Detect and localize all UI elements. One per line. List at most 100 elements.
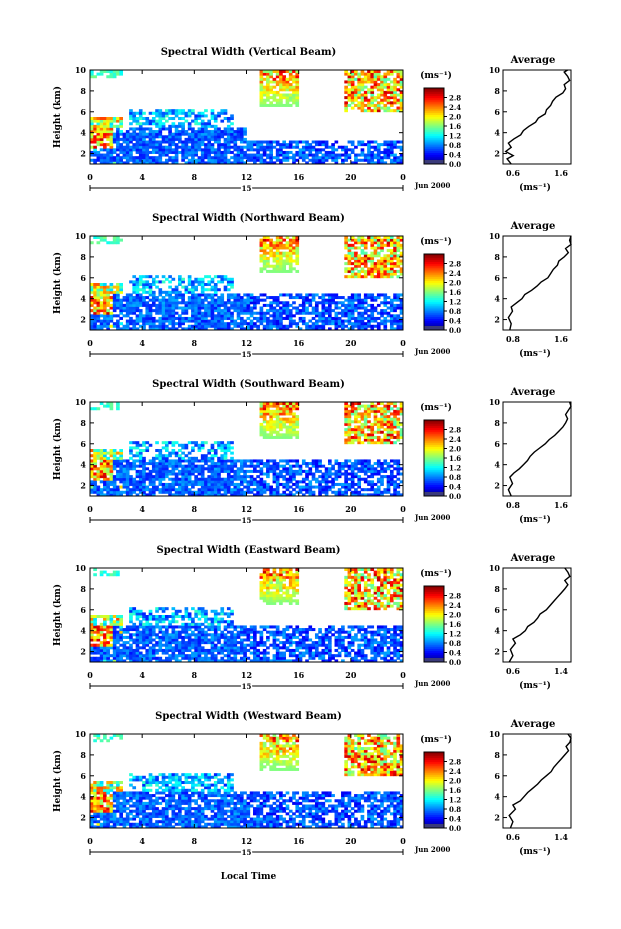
heatmap-cell <box>194 301 198 305</box>
heatmap-cell <box>178 150 182 154</box>
heatmap-cell <box>298 311 303 315</box>
heatmap-cell <box>116 327 120 331</box>
heatmap-cell <box>151 117 156 121</box>
heatmap-cell <box>161 114 166 118</box>
heatmap-cell <box>324 488 329 492</box>
heatmap-cell <box>122 135 127 139</box>
heatmap-cell <box>132 441 137 445</box>
heatmap-cell <box>158 477 163 481</box>
heatmap-cell <box>259 254 264 258</box>
heatmap-cell <box>96 143 101 147</box>
heatmap-cell <box>383 85 388 89</box>
heatmap-cell <box>324 156 329 160</box>
heatmap-cell <box>305 469 309 473</box>
heatmap-cell <box>184 130 189 134</box>
heatmap-cell <box>103 633 107 637</box>
heatmap-cell <box>363 238 368 242</box>
heatmap-cell <box>341 301 345 305</box>
heatmap-cell <box>220 301 225 305</box>
heatmap-cell <box>360 72 365 76</box>
heatmap-cell <box>259 80 264 84</box>
heatmap-cell <box>360 259 365 263</box>
heatmap-cell <box>164 114 169 118</box>
heatmap-cell <box>393 402 397 406</box>
heatmap-cell <box>314 143 319 147</box>
heatmap-cell <box>90 659 94 663</box>
heatmap-cell <box>103 404 107 408</box>
heatmap-cell <box>106 132 110 136</box>
heatmap-cell <box>93 477 97 481</box>
heatmap-cell <box>200 130 205 134</box>
heatmap-cell <box>213 441 218 445</box>
heatmap-cell <box>158 109 163 113</box>
heatmap-cell <box>223 322 228 326</box>
heatmap-cell <box>174 306 179 310</box>
heatmap-cell <box>308 301 313 305</box>
heatmap-cell <box>151 298 156 302</box>
heatmap-cell <box>328 462 332 466</box>
heatmap-cell <box>161 464 166 468</box>
heatmap-cell <box>386 262 391 266</box>
heatmap-cell <box>350 254 355 258</box>
heatmap-cell <box>161 301 166 305</box>
heatmap-cell <box>226 148 231 152</box>
heatmap-cell <box>253 316 257 320</box>
heatmap-cell <box>367 148 371 152</box>
heatmap-cell <box>295 485 300 489</box>
heatmap-cell <box>145 132 150 136</box>
colorbar-band <box>424 137 444 140</box>
heatmap-cell <box>109 285 114 289</box>
heatmap-cell <box>308 311 313 315</box>
heatmap-cell <box>308 319 313 323</box>
heatmap-cell <box>197 122 202 126</box>
heatmap-cell <box>279 241 283 245</box>
heatmap-cell <box>204 324 208 328</box>
heatmap-cell <box>181 311 185 315</box>
heatmap-cell <box>135 459 140 463</box>
heatmap-cell <box>191 493 195 497</box>
heatmap-cell <box>122 475 127 479</box>
heatmap-cell <box>354 153 358 157</box>
heatmap-cell <box>239 319 244 323</box>
heatmap-cell <box>292 475 296 479</box>
heatmap-cell <box>275 464 280 468</box>
heatmap-cell <box>269 428 273 432</box>
heatmap-cell <box>112 306 117 310</box>
heatmap-cell <box>220 469 225 473</box>
heatmap-cell <box>129 477 133 481</box>
heatmap-cell <box>350 428 355 432</box>
heatmap-cell <box>357 493 362 497</box>
heatmap-cell <box>223 288 228 292</box>
heatmap-cell <box>334 475 339 479</box>
heatmap-cell <box>318 324 322 328</box>
heatmap-cell <box>301 309 306 313</box>
heatmap-cell <box>99 135 104 139</box>
heatmap-cell <box>158 459 163 463</box>
colorbar-band <box>424 305 444 308</box>
heatmap-cell <box>275 103 280 107</box>
heatmap-cell <box>373 467 378 471</box>
heatmap-cell <box>116 296 120 300</box>
heatmap-cell <box>399 409 404 413</box>
heatmap-cell <box>174 143 179 147</box>
heatmap-cell <box>171 148 176 152</box>
heatmap-cell <box>109 158 114 162</box>
heatmap-cell <box>96 241 101 245</box>
heatmap-cell <box>376 438 381 442</box>
heatmap-cell <box>350 472 355 476</box>
heatmap-cell <box>155 132 159 136</box>
heatmap-cell <box>96 469 101 473</box>
heatmap-cell <box>191 311 195 315</box>
heatmap-cell <box>295 311 300 315</box>
heatmap-cell <box>324 311 329 315</box>
heatmap-cell <box>308 469 313 473</box>
heatmap-cell <box>311 153 316 157</box>
heatmap-cell <box>386 480 391 484</box>
heatmap-cell <box>311 472 316 476</box>
heatmap-cell <box>151 148 156 152</box>
heatmap-cell <box>376 75 381 79</box>
heatmap-cell <box>360 306 365 310</box>
heatmap-cell <box>210 124 215 128</box>
heatmap-cell <box>380 309 384 313</box>
heatmap-cell <box>103 288 107 292</box>
